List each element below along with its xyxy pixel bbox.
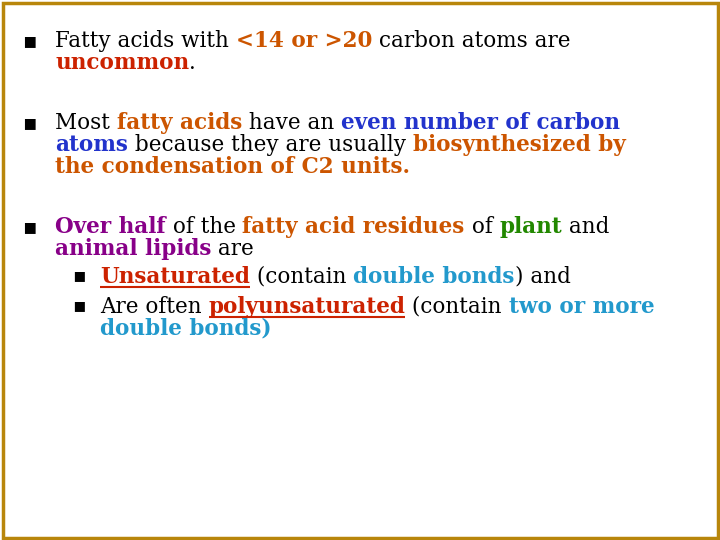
Text: have an: have an — [242, 112, 341, 134]
Text: Over half: Over half — [55, 216, 166, 238]
Text: and: and — [562, 216, 610, 238]
Text: ▪: ▪ — [22, 112, 37, 134]
Text: fatty acids: fatty acids — [117, 112, 242, 134]
Text: of: of — [464, 216, 500, 238]
Text: carbon atoms are: carbon atoms are — [372, 30, 571, 52]
Text: uncommon: uncommon — [55, 52, 189, 74]
Text: ▪: ▪ — [22, 30, 37, 52]
Text: the condensation of C2 units.: the condensation of C2 units. — [55, 156, 410, 178]
Text: atoms: atoms — [55, 134, 128, 156]
Text: (contain: (contain — [250, 266, 354, 288]
Text: animal lipids: animal lipids — [55, 238, 212, 260]
Text: even number of carbon: even number of carbon — [341, 112, 620, 134]
Text: are: are — [212, 238, 254, 260]
Text: Unsaturated: Unsaturated — [100, 266, 250, 288]
Text: double bonds: double bonds — [354, 266, 515, 288]
Text: ) and: ) and — [515, 266, 570, 288]
Text: Fatty acids with: Fatty acids with — [55, 30, 235, 52]
Text: Most: Most — [55, 112, 117, 134]
Text: ▪: ▪ — [72, 296, 86, 315]
Text: plant: plant — [500, 216, 562, 238]
Text: Are often: Are often — [100, 296, 209, 318]
Text: biosynthesized by: biosynthesized by — [413, 134, 626, 156]
Text: (contain: (contain — [405, 296, 509, 318]
Text: because they are usually: because they are usually — [128, 134, 413, 156]
Text: <14 or >20: <14 or >20 — [235, 30, 372, 52]
Text: .: . — [189, 52, 196, 74]
Text: double bonds): double bonds) — [100, 318, 271, 340]
Text: ▪: ▪ — [72, 266, 86, 285]
Text: of the: of the — [166, 216, 243, 238]
Text: fatty acid residues: fatty acid residues — [243, 216, 464, 238]
Text: polyunsaturated: polyunsaturated — [209, 296, 405, 318]
Text: two or more: two or more — [509, 296, 654, 318]
Text: ▪: ▪ — [22, 216, 37, 238]
